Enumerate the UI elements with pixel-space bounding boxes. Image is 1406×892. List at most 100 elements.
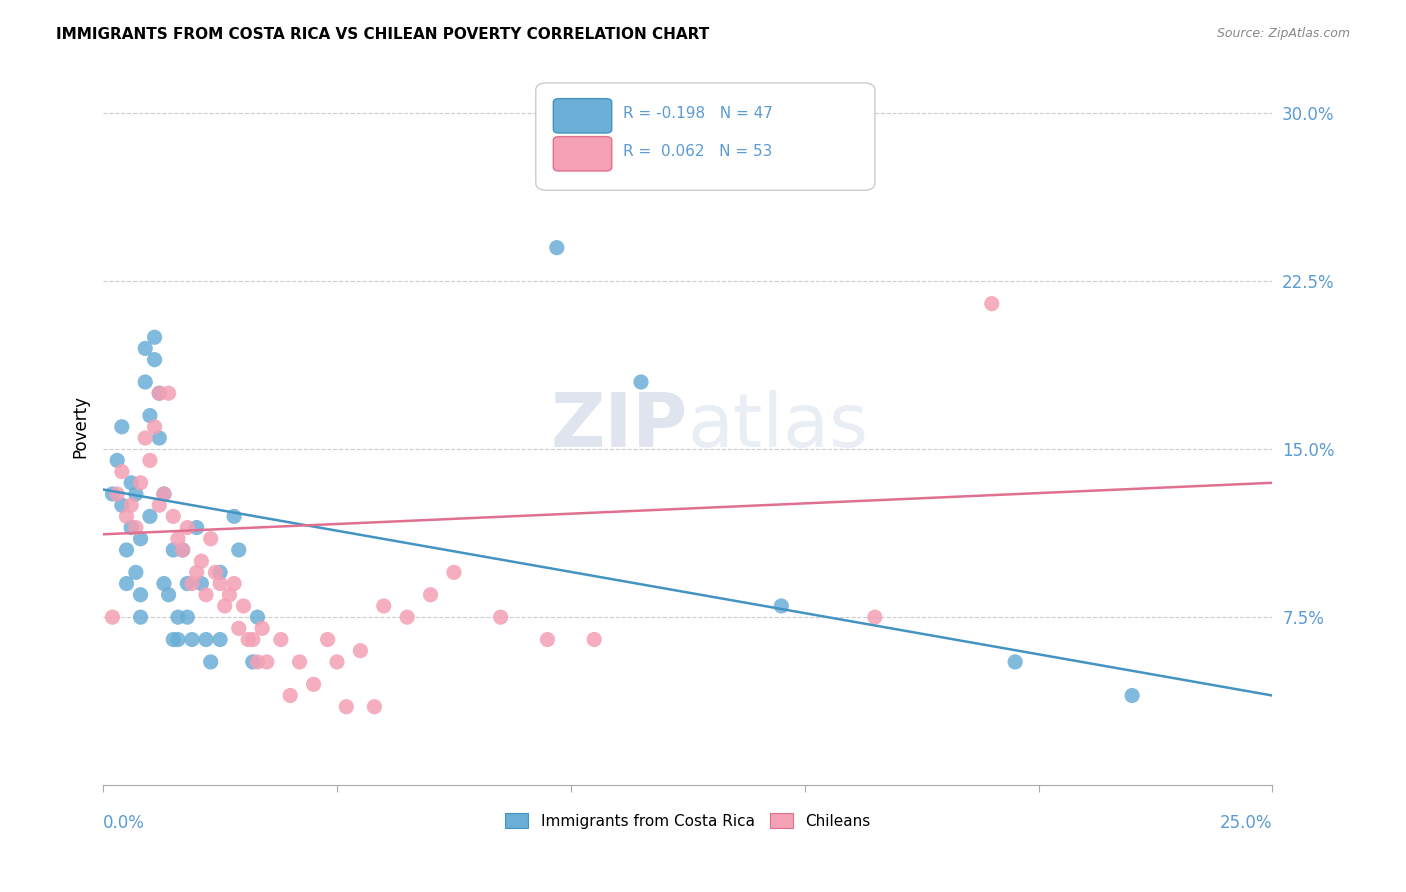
- Point: [129, 475, 152, 490]
- Point: [209, 566, 232, 580]
- Point: [242, 655, 264, 669]
- Point: [373, 599, 395, 613]
- Point: [162, 543, 184, 558]
- Point: [143, 419, 166, 434]
- Point: [172, 543, 194, 558]
- Point: [278, 689, 301, 703]
- Point: [111, 498, 134, 512]
- Point: [139, 509, 162, 524]
- Point: [157, 386, 180, 401]
- Text: 25.0%: 25.0%: [1220, 814, 1272, 831]
- FancyBboxPatch shape: [554, 136, 612, 171]
- Point: [153, 487, 176, 501]
- Point: [250, 621, 273, 635]
- Point: [326, 655, 349, 669]
- Point: [349, 644, 371, 658]
- Point: [489, 610, 512, 624]
- Point: [153, 487, 176, 501]
- Point: [536, 632, 558, 647]
- Point: [167, 610, 190, 624]
- Point: [256, 655, 278, 669]
- Point: [139, 453, 162, 467]
- FancyBboxPatch shape: [536, 83, 875, 190]
- Point: [396, 610, 419, 624]
- Point: [232, 599, 254, 613]
- Point: [630, 375, 652, 389]
- Legend: Immigrants from Costa Rica, Chileans: Immigrants from Costa Rica, Chileans: [499, 806, 876, 835]
- Point: [115, 509, 138, 524]
- Point: [111, 419, 134, 434]
- Point: [172, 543, 194, 558]
- Point: [335, 699, 357, 714]
- Point: [246, 655, 269, 669]
- Point: [200, 655, 222, 669]
- Point: [190, 554, 212, 568]
- Point: [181, 632, 204, 647]
- Point: [419, 588, 441, 602]
- Point: [125, 520, 148, 534]
- Point: [148, 386, 170, 401]
- Point: [181, 576, 204, 591]
- Point: [148, 386, 170, 401]
- Point: [115, 576, 138, 591]
- Point: [222, 509, 245, 524]
- FancyBboxPatch shape: [554, 99, 612, 133]
- Point: [167, 532, 190, 546]
- Point: [105, 487, 128, 501]
- Point: [242, 632, 264, 647]
- Text: R = -0.198   N = 47: R = -0.198 N = 47: [623, 106, 773, 121]
- Point: [980, 296, 1002, 310]
- Point: [583, 632, 606, 647]
- Point: [863, 610, 886, 624]
- Text: IMMIGRANTS FROM COSTA RICA VS CHILEAN POVERTY CORRELATION CHART: IMMIGRANTS FROM COSTA RICA VS CHILEAN PO…: [56, 27, 710, 42]
- Point: [363, 699, 385, 714]
- Point: [101, 610, 124, 624]
- Point: [209, 576, 232, 591]
- Point: [546, 241, 568, 255]
- Point: [1121, 689, 1143, 703]
- Point: [222, 576, 245, 591]
- Point: [111, 465, 134, 479]
- Point: [443, 566, 465, 580]
- Point: [134, 431, 156, 445]
- Point: [176, 520, 198, 534]
- Point: [218, 588, 240, 602]
- Point: [157, 588, 180, 602]
- Point: [153, 576, 176, 591]
- Point: [186, 566, 208, 580]
- Point: [120, 498, 142, 512]
- Point: [195, 588, 218, 602]
- Point: [214, 599, 236, 613]
- Point: [134, 375, 156, 389]
- Text: Source: ZipAtlas.com: Source: ZipAtlas.com: [1216, 27, 1350, 40]
- Point: [200, 532, 222, 546]
- Point: [125, 566, 148, 580]
- Point: [186, 520, 208, 534]
- Text: atlas: atlas: [688, 391, 869, 463]
- Point: [167, 632, 190, 647]
- Point: [105, 453, 128, 467]
- Y-axis label: Poverty: Poverty: [72, 395, 89, 458]
- Point: [209, 632, 232, 647]
- Point: [162, 509, 184, 524]
- Point: [270, 632, 292, 647]
- Point: [228, 621, 250, 635]
- Point: [162, 632, 184, 647]
- Point: [190, 576, 212, 591]
- Point: [176, 610, 198, 624]
- Point: [228, 543, 250, 558]
- Point: [195, 632, 218, 647]
- Text: 0.0%: 0.0%: [103, 814, 145, 831]
- Point: [1004, 655, 1026, 669]
- Point: [143, 352, 166, 367]
- Point: [770, 599, 793, 613]
- Point: [246, 610, 269, 624]
- Point: [148, 431, 170, 445]
- Point: [125, 487, 148, 501]
- Text: ZIP: ZIP: [551, 391, 688, 463]
- Point: [115, 543, 138, 558]
- Point: [288, 655, 311, 669]
- Point: [134, 342, 156, 356]
- Point: [236, 632, 259, 647]
- Point: [129, 610, 152, 624]
